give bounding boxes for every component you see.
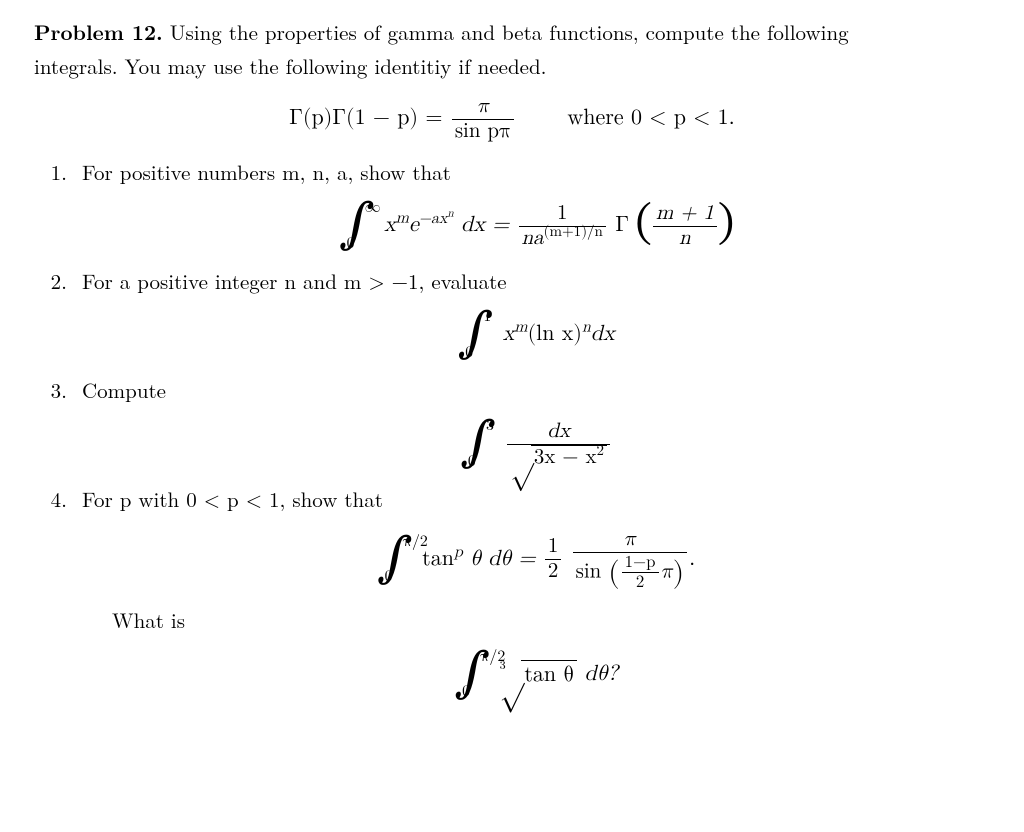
part1-gamma-arg: m + 1 n xyxy=(653,202,717,251)
part3-integral: ∫ 3 0 xyxy=(460,418,496,471)
identity-lhs: Γ(p)Γ(1 − p) = xyxy=(289,107,450,129)
identity-fraction: π sin pπ xyxy=(452,95,514,144)
part4-whatis-label: What is xyxy=(112,606,990,634)
part4-integral: ∫ π/2 0 xyxy=(377,534,413,587)
part4b-cbrt: 3 √tan θ xyxy=(500,660,578,691)
parts-list: For positive numbers m, n, a, show that … xyxy=(34,158,990,702)
part1-text: For positive numbers m, n, a, show that xyxy=(82,157,451,187)
part2-integral: ∫ 1 0 xyxy=(457,309,493,362)
part4b-integral: ∫ π/2 0 xyxy=(454,649,490,702)
part3-fraction: dx √3x − x2 xyxy=(507,420,610,470)
part3-text: Compute xyxy=(82,375,166,405)
part1-rhs-fraction: 1 na(m+1)/n xyxy=(519,202,606,251)
part1-integral: ∫ ∞ 0 xyxy=(339,200,375,253)
part4-followup-equation: ∫ π/2 0 3 √tan θ dθ? xyxy=(82,649,990,702)
part-1: For positive numbers m, n, a, show that … xyxy=(74,158,990,253)
part4-rhs-half: 1 2 xyxy=(545,535,561,584)
part4-text: For p with 0 < p < 1, show that xyxy=(82,484,383,514)
problem-heading: Problem 12. Using the properties of gamm… xyxy=(34,18,990,46)
reflection-identity: Γ(p)Γ(1 − p) = π sin pπ where 0 < p < 1. xyxy=(34,95,990,144)
part2-equation: ∫ 1 0 xm(ln x)ndx xyxy=(82,309,990,362)
part-3: Compute ∫ 3 0 dx √3x − x2 xyxy=(74,376,990,471)
problem-intro-line1: Using the properties of gamma and beta f… xyxy=(170,17,849,47)
part2-text: For a positive integer n and m > −1, eva… xyxy=(82,266,507,296)
part4-rhs-main: π sin ( 1−p 2 π) xyxy=(573,528,688,593)
problem-intro-line2: integrals. You may use the following ide… xyxy=(34,52,990,80)
problem-page: Problem 12. Using the properties of gamm… xyxy=(0,0,1024,832)
identity-frac-den: sin pπ xyxy=(452,120,514,144)
part-4: For p with 0 < p < 1, show that ∫ π/2 0 … xyxy=(74,485,990,701)
identity-frac-num: π xyxy=(452,95,514,120)
part1-dx: dx = xyxy=(461,214,517,236)
part4-inner-frac: 1−p 2 xyxy=(622,553,659,593)
identity-condition: where 0 < p < 1. xyxy=(567,107,734,129)
problem-number: Problem 12. xyxy=(34,17,163,47)
part3-equation: ∫ 3 0 dx √3x − x2 xyxy=(82,418,990,471)
part3-sqrt: √3x − x2 xyxy=(510,445,607,470)
part4-equation: ∫ π/2 0 tanp θ dθ = 1 2 π sin ( 1−p xyxy=(82,528,990,593)
part1-equation: ∫ ∞ 0 xme−axn dx = 1 na(m+1)/n Γ ( m + xyxy=(82,200,990,253)
part-2: For a positive integer n and m > −1, eva… xyxy=(74,267,990,362)
part1-gamma: Γ xyxy=(615,214,629,236)
